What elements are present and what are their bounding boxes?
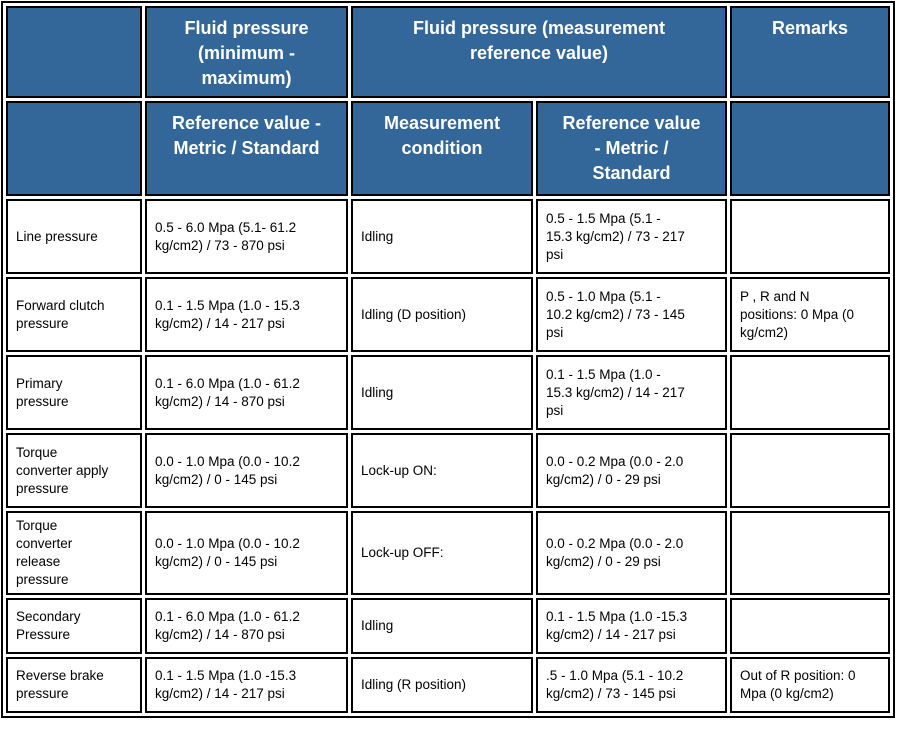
row-label-cell: Secondary Pressure [6,598,142,654]
table-row-torque-converter-release-pressure: Torque converter release pressure 0.0 - … [6,511,890,595]
row-label-cell: Forward clutch pressure [6,277,142,352]
remarks-cell [730,199,890,274]
table-row-torque-converter-apply-pressure: Torque converter apply pressure 0.0 - 1.… [6,433,890,508]
subheader-remarks-spacer [730,101,890,196]
condition-cell: Lock-up ON: [351,433,533,508]
table-row-primary-pressure: Primary pressure 0.1 - 6.0 Mpa (1.0 - 61… [6,355,890,430]
top-header-row: Fluid pressure (minimum - maximum) Fluid… [6,6,890,98]
reference-cell: 0.5 - 1.0 Mpa (5.1 - 10.2 kg/cm2) / 73 -… [536,277,727,352]
subheader-reference-value-2: Reference value - Metric / Standard [536,101,727,196]
remarks-cell [730,355,890,430]
min-max-cell: 0.1 - 6.0 Mpa (1.0 - 61.2 kg/cm2) / 14 -… [145,355,348,430]
row-label-cell: Primary pressure [6,355,142,430]
row-label-cell: Line pressure [6,199,142,274]
subheader-corner-cell [6,101,142,196]
reference-cell: 0.0 - 0.2 Mpa (0.0 - 2.0 kg/cm2) / 0 - 2… [536,433,727,508]
row-label-cell: Reverse brake pressure [6,657,142,713]
min-max-cell: 0.1 - 6.0 Mpa (1.0 - 61.2 kg/cm2) / 14 -… [145,598,348,654]
header-remarks: Remarks [730,6,890,98]
min-max-cell: 0.1 - 1.5 Mpa (1.0 -15.3 kg/cm2) / 14 - … [145,657,348,713]
condition-cell: Idling [351,199,533,274]
reference-cell: 0.5 - 1.5 Mpa (5.1 - 15.3 kg/cm2) / 73 -… [536,199,727,274]
subheader-measurement-condition: Measurement condition [351,101,533,196]
table-row-forward-clutch-pressure: Forward clutch pressure 0.1 - 1.5 Mpa (1… [6,277,890,352]
remarks-cell: P , R and N positions: 0 Mpa (0 kg/cm2) [730,277,890,352]
condition-cell: Idling [351,355,533,430]
header-fluid-pressure-measurement: Fluid pressure (measurement reference va… [351,6,727,98]
min-max-cell: 0.1 - 1.5 Mpa (1.0 - 15.3 kg/cm2) / 14 -… [145,277,348,352]
table-row-line-pressure: Line pressure 0.5 - 6.0 Mpa (5.1- 61.2 k… [6,199,890,274]
min-max-cell: 0.0 - 1.0 Mpa (0.0 - 10.2 kg/cm2) / 0 - … [145,433,348,508]
remarks-cell [730,598,890,654]
table-row-reverse-brake-pressure: Reverse brake pressure 0.1 - 1.5 Mpa (1.… [6,657,890,713]
condition-cell: Lock-up OFF: [351,511,533,595]
remarks-cell [730,511,890,595]
min-max-cell: 0.5 - 6.0 Mpa (5.1- 61.2 kg/cm2) / 73 - … [145,199,348,274]
condition-cell: Idling (R position) [351,657,533,713]
row-label-cell: Torque converter apply pressure [6,433,142,508]
remarks-cell [730,433,890,508]
header-fluid-pressure-min-max: Fluid pressure (minimum - maximum) [145,6,348,98]
table-row-secondary-pressure: Secondary Pressure 0.1 - 6.0 Mpa (1.0 - … [6,598,890,654]
reference-cell: 0.0 - 0.2 Mpa (0.0 - 2.0 kg/cm2) / 0 - 2… [536,511,727,595]
reference-cell: .5 - 1.0 Mpa (5.1 - 10.2 kg/cm2) / 73 - … [536,657,727,713]
reference-cell: 0.1 - 1.5 Mpa (1.0 - 15.3 kg/cm2) / 14 -… [536,355,727,430]
subheader-reference-value-1: Reference value - Metric / Standard [145,101,348,196]
min-max-cell: 0.0 - 1.0 Mpa (0.0 - 10.2 kg/cm2) / 0 - … [145,511,348,595]
sub-header-row: Reference value - Metric / Standard Meas… [6,101,890,196]
header-corner-cell [6,6,142,98]
reference-cell: 0.1 - 1.5 Mpa (1.0 -15.3 kg/cm2) / 14 - … [536,598,727,654]
condition-cell: Idling [351,598,533,654]
condition-cell: Idling (D position) [351,277,533,352]
row-label-cell: Torque converter release pressure [6,511,142,595]
remarks-cell: Out of R position: 0 Mpa (0 kg/cm2) [730,657,890,713]
fluid-pressure-spec-table: Fluid pressure (minimum - maximum) Fluid… [1,1,895,718]
